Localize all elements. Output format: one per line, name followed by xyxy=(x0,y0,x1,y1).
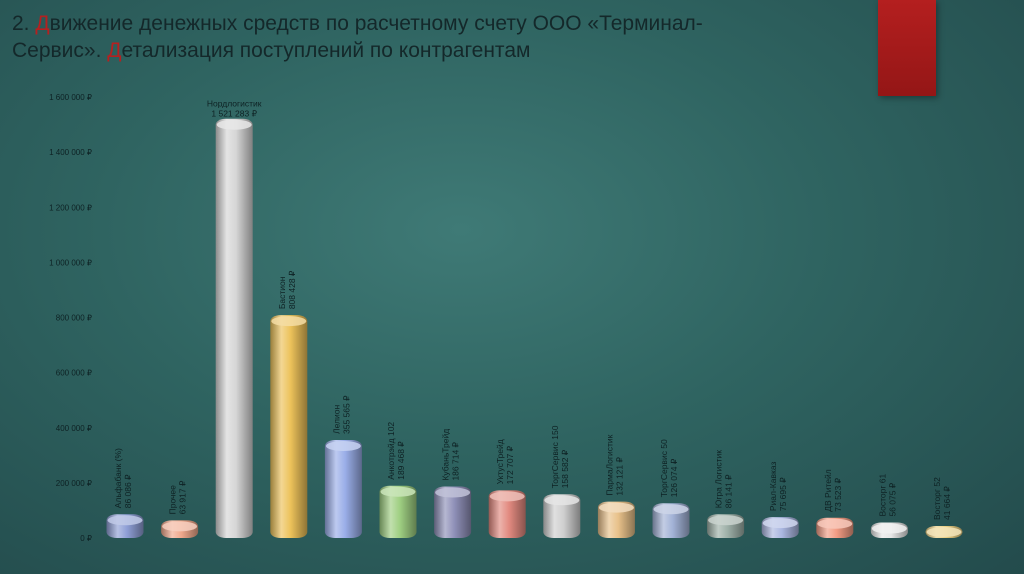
value-label: 172 707 ₽ xyxy=(505,445,515,484)
bar-cap-11 xyxy=(708,515,744,526)
category-label: ТоргСервис 50 xyxy=(659,439,669,497)
y-tick-label: 600 000 ₽ xyxy=(56,369,92,378)
title-line1-text: вижение денежных средств по расчетному с… xyxy=(49,12,703,35)
bar-5 xyxy=(379,485,417,538)
bar-cap-3 xyxy=(271,316,307,327)
y-tick-label: 1 000 000 ₽ xyxy=(49,258,92,267)
bar-cap-9 xyxy=(598,502,634,513)
value-label: 75 695 ₽ xyxy=(778,477,788,511)
category-label: Бастион xyxy=(277,276,287,309)
value-label: 355 565 ₽ xyxy=(341,395,351,434)
bar-cap-12 xyxy=(762,518,798,529)
data-labels: Альфабанк (%) 86 086 ₽ Прочее 63 917 ₽ Нордл… xyxy=(113,99,952,520)
bar-cap-6 xyxy=(435,487,471,498)
bar-cap-8 xyxy=(544,495,580,506)
category-label: Альфабанк (%) xyxy=(113,448,123,508)
y-tick-label: 1 200 000 ₽ xyxy=(49,203,92,212)
category-label: Анкотрэйд 102 xyxy=(386,422,396,480)
y-axis: 0 ₽ 200 000 ₽ 400 000 ₽ 600 000 ₽ 800 000 ₽ 1… xyxy=(49,93,92,543)
bar-cap-15 xyxy=(926,527,962,537)
bar-cap-1 xyxy=(162,521,198,532)
bar-cap-4 xyxy=(325,440,361,451)
category-label: ДВ Ритейл xyxy=(823,469,833,511)
category-label: УктусТрейд xyxy=(495,439,505,484)
value-label: 126 074 ₽ xyxy=(669,458,679,497)
bar-cap-13 xyxy=(817,518,853,529)
category-label: Нордлогистик xyxy=(207,99,262,109)
value-label: 1 521 283 ₽ xyxy=(211,109,257,119)
value-label: 63 917 ₽ xyxy=(178,480,188,514)
bar-cap-5 xyxy=(380,486,416,497)
category-label: Восторг 61 xyxy=(877,473,887,516)
category-label: Риал-Кавказ xyxy=(768,461,778,511)
y-tick-label: 400 000 ₽ xyxy=(56,424,92,433)
title-line2-start: Сервис». xyxy=(12,39,108,62)
y-tick-label: 200 000 ₽ xyxy=(56,479,92,488)
value-label: 186 714 ₽ xyxy=(451,441,461,480)
category-label: Лелион xyxy=(331,405,341,434)
bar-2 xyxy=(215,118,253,538)
title-drop-letter-1: Д xyxy=(35,12,50,35)
category-label: ТоргСервис 150 xyxy=(550,425,560,488)
y-tick-label: 1 600 000 ₽ xyxy=(49,93,92,102)
category-label: КубаньТрейд xyxy=(441,429,451,481)
bar-4 xyxy=(324,439,362,538)
category-label: Югра Логистик xyxy=(714,450,724,509)
y-tick-label: 800 000 ₽ xyxy=(56,314,92,323)
value-label: 73 523 ₽ xyxy=(833,477,843,511)
y-tick-label: 0 ₽ xyxy=(80,534,92,543)
value-label: 189 468 ₽ xyxy=(396,441,406,480)
category-label: Прочее xyxy=(168,485,178,515)
bar-8 xyxy=(543,494,581,538)
value-label: 132 121 ₽ xyxy=(614,456,624,495)
bar-7 xyxy=(488,490,526,538)
value-label: 808 428 ₽ xyxy=(287,270,297,309)
slide-title: 2. Движение денежных средств по расчетно… xyxy=(12,10,862,64)
bars xyxy=(106,118,963,538)
bar-6 xyxy=(434,486,472,538)
category-label: Восторг 52 xyxy=(932,477,942,520)
title-drop-letter-2: Д xyxy=(107,39,122,62)
value-label: 41 664 ₽ xyxy=(942,486,952,520)
accent-box xyxy=(878,0,936,96)
value-label: 86 086 ₽ xyxy=(123,474,133,508)
category-label: ПармаЛогистик xyxy=(604,434,614,495)
bar-cap-0 xyxy=(107,515,143,526)
y-tick-label: 1 400 000 ₽ xyxy=(49,148,92,157)
bar-cap-2 xyxy=(216,119,252,130)
title-line2-text: етализация поступлений по контрагентам xyxy=(121,39,531,62)
bar-3 xyxy=(270,315,308,538)
bar-cap-10 xyxy=(653,504,689,515)
bar-cap-14 xyxy=(871,523,907,534)
value-label: 86 141 ₽ xyxy=(724,474,734,508)
bar-cap-7 xyxy=(489,491,525,502)
title-prefix: 2. xyxy=(12,12,36,35)
value-label: 56 075 ₽ xyxy=(887,482,897,516)
value-label: 158 582 ₽ xyxy=(560,449,570,488)
